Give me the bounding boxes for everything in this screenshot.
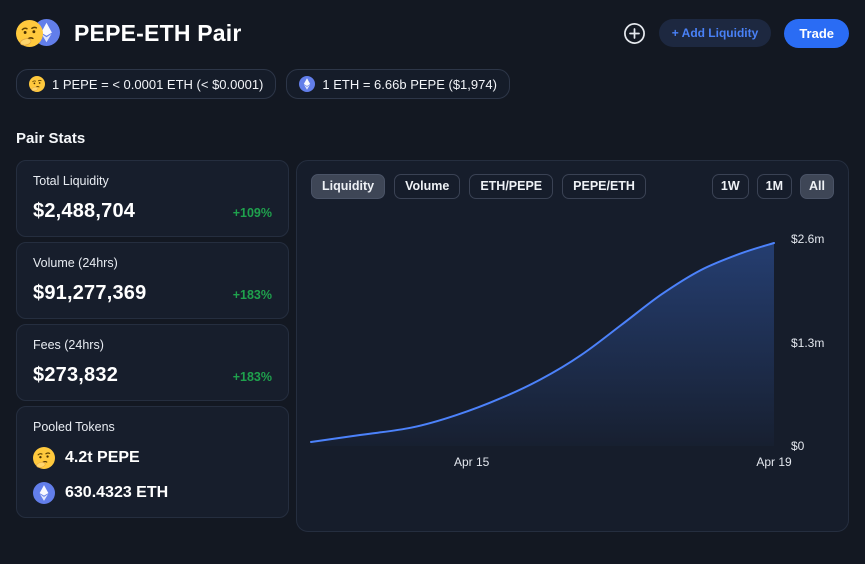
tab-pepe-eth[interactable]: PEPE/ETH — [562, 174, 646, 199]
pepe-emoji-icon — [33, 447, 55, 469]
pepe-price-badge: 1 PEPE = < 0.0001 ETH (< $0.0001) — [16, 69, 277, 99]
pair-page: PEPE-ETH Pair + Add Liquidity Trade 1 PE… — [16, 0, 849, 532]
y-axis-tick-label: $1.3m — [791, 335, 825, 350]
range-1w[interactable]: 1W — [711, 174, 749, 199]
chart-panel: Liquidity Volume ETH/PEPE PEPE/ETH 1W 1M… — [296, 160, 849, 532]
total-liquidity-card: Total Liquidity $2,488,704 +109% — [16, 160, 289, 237]
range-all[interactable]: All — [800, 174, 834, 199]
main-content: Total Liquidity $2,488,704 +109% Volume … — [16, 160, 849, 532]
stat-change-badge: +183% — [232, 288, 272, 302]
price-badges: 1 PEPE = < 0.0001 ETH (< $0.0001) 1 ETH … — [16, 69, 849, 99]
tab-liquidity[interactable]: Liquidity — [311, 174, 386, 199]
tab-eth-pepe[interactable]: ETH/PEPE — [469, 174, 554, 199]
chart-area: $2.6m $1.3m $0 Apr 15 Apr 19 — [310, 215, 834, 517]
stat-label: Fees (24hrs) — [33, 338, 104, 352]
eth-icon — [33, 482, 55, 504]
pooled-tokens-card: Pooled Tokens 4.2t PEPE 630.4323 ETH — [16, 406, 289, 518]
header-actions: + Add Liquidity Trade — [623, 18, 849, 48]
pooled-eth-row: 630.4323 ETH — [33, 482, 272, 504]
tab-volume[interactable]: Volume — [394, 174, 461, 199]
add-liquidity-button[interactable]: + Add Liquidity — [658, 19, 772, 47]
pepe-emoji-icon — [16, 20, 43, 47]
stat-value: $273,832 — [33, 364, 119, 386]
chart-line — [310, 242, 775, 443]
header: PEPE-ETH Pair + Add Liquidity Trade — [16, 0, 849, 48]
x-axis-tick-label: Apr 15 — [453, 455, 490, 469]
stat-label: Total Liquidity — [33, 174, 109, 188]
stats-column: Total Liquidity $2,488,704 +109% Volume … — [16, 160, 289, 518]
pair-logo — [16, 18, 62, 48]
pepe-emoji-icon — [29, 76, 45, 92]
eth-price-text: 1 ETH = 6.66b PEPE ($1,974) — [322, 76, 497, 92]
volume-card: Volume (24hrs) $91,277,369 +183% — [16, 242, 289, 319]
liquidity-chart[interactable] — [310, 235, 775, 450]
stat-value: $2,488,704 — [33, 200, 136, 222]
pair-heading: PEPE-ETH Pair — [16, 18, 242, 48]
stat-label: Volume (24hrs) — [33, 256, 118, 270]
stat-change-badge: +109% — [232, 206, 272, 220]
pooled-pepe-row: 4.2t PEPE — [33, 447, 272, 469]
chart-toolbar: Liquidity Volume ETH/PEPE PEPE/ETH 1W 1M… — [311, 174, 834, 199]
time-range-buttons: 1W 1M All — [711, 174, 834, 199]
section-title: Pair Stats — [16, 130, 86, 147]
trade-button[interactable]: Trade — [784, 18, 849, 48]
stat-value: $91,277,369 — [33, 282, 147, 304]
pooled-tokens-label: Pooled Tokens — [33, 420, 115, 434]
pooled-pepe-amount: 4.2t PEPE — [65, 449, 140, 466]
y-axis-tick-label: $2.6m — [791, 232, 825, 246]
pepe-price-text: 1 PEPE = < 0.0001 ETH (< $0.0001) — [52, 76, 264, 92]
range-1m[interactable]: 1M — [756, 174, 793, 199]
x-axis-tick-label: Apr 19 — [756, 455, 792, 469]
y-axis-tick-label: $0 — [791, 439, 805, 453]
stat-change-badge: +183% — [232, 370, 272, 384]
pooled-eth-amount: 630.4323 ETH — [65, 484, 169, 501]
eth-icon — [299, 76, 316, 92]
chart-area-fill — [311, 243, 774, 446]
fees-card: Fees (24hrs) $273,832 +183% — [16, 324, 289, 401]
plus-circle-icon[interactable] — [623, 22, 646, 45]
chart-tabs: Liquidity Volume ETH/PEPE PEPE/ETH — [311, 174, 646, 199]
eth-price-badge: 1 ETH = 6.66b PEPE ($1,974) — [286, 69, 510, 99]
page-title: PEPE-ETH Pair — [74, 19, 242, 46]
